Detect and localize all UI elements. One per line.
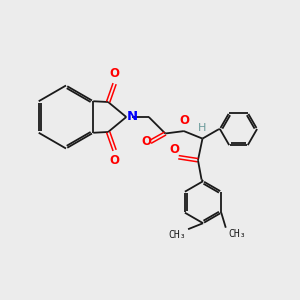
Text: O: O	[179, 114, 189, 127]
Text: H: H	[198, 123, 207, 133]
Text: N: N	[127, 110, 138, 124]
Text: CH₃: CH₃	[168, 230, 186, 240]
Text: CH₃: CH₃	[228, 229, 246, 239]
Text: O: O	[110, 154, 120, 167]
Text: O: O	[110, 67, 120, 80]
Text: O: O	[142, 135, 152, 148]
Text: O: O	[169, 143, 180, 156]
